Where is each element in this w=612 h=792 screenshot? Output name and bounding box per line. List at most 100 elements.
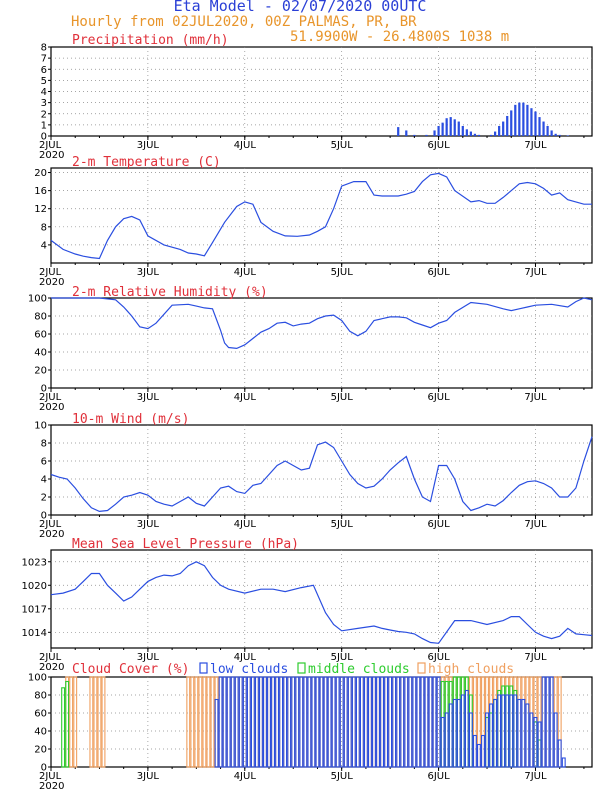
low-cloud-bar [299, 676, 304, 768]
precip-bar [461, 125, 464, 136]
legend-label: middle clouds [308, 662, 410, 677]
series-line [50, 172, 592, 260]
series-line [50, 436, 593, 513]
low-cloud-bar [561, 757, 566, 768]
low-cloud-bar [485, 712, 489, 768]
panel-title: 2-m Relative Humidity (%) [72, 285, 268, 300]
x-tick-label: 5JUL [331, 267, 354, 278]
x-tick-label: 3JUL [137, 267, 160, 278]
panel-2: 0 20 40 60 80 100 2JUL 3JUL 4JUL 5JUL 6JUL 7JUL 2020… [28, 285, 593, 413]
precip-bar [534, 111, 537, 136]
low-cloud-bar [230, 676, 235, 768]
low-cloud-bar [287, 676, 292, 768]
low-cloud-bar [295, 676, 300, 768]
low-cloud-bar [549, 676, 554, 768]
y-tick-label: 6 [41, 65, 47, 76]
low-cloud-bar [497, 694, 502, 768]
low-cloud-bar [460, 694, 465, 768]
y-tick-label: 80 [34, 691, 47, 702]
low-cloud-bar [432, 676, 437, 768]
legend-swatch [199, 662, 208, 674]
precip-bar [433, 130, 436, 136]
legend-label: low clouds [210, 662, 288, 677]
x-tick-label: 7JUL [524, 267, 547, 278]
precip-bar [502, 121, 505, 136]
precip-bar [453, 119, 456, 136]
x-tick-label: 3JUL [137, 140, 160, 151]
x-tick-label: 7JUL [524, 519, 547, 530]
y-tick-label: 20 [34, 168, 47, 179]
y-tick-label: 60 [34, 330, 47, 341]
high-cloud-bar [69, 676, 74, 768]
precip-bar [425, 134, 428, 136]
legend-label: high clouds [428, 662, 514, 677]
x-tick-label: 4JUL [234, 519, 257, 530]
low-cloud-bar [376, 676, 380, 768]
y-tick-label: 7 [41, 54, 47, 65]
low-cloud-bar [489, 703, 494, 768]
x-year-label: 2020 [39, 781, 64, 792]
low-cloud-bar [420, 676, 425, 768]
x-tick-label: 3JUL [137, 771, 160, 782]
x-tick-label: 4JUL [234, 771, 257, 782]
low-cloud-bar [509, 694, 514, 768]
low-cloud-bar [242, 676, 247, 768]
y-tick-label: 2 [41, 109, 47, 120]
low-cloud-bar [557, 739, 562, 768]
low-cloud-bar [440, 716, 445, 768]
x-tick-label: 2JUL [39, 140, 62, 151]
low-cloud-bar [428, 676, 433, 768]
high-cloud-bar [202, 676, 207, 768]
low-cloud-bar [537, 721, 542, 768]
panel-title: Mean Sea Level Pressure (hPa) [72, 537, 299, 552]
high-cloud-bar [198, 676, 203, 768]
low-cloud-bar [234, 676, 239, 768]
y-tick-label: 0 [41, 132, 47, 143]
x-tick-label: 6JUL [427, 771, 450, 782]
low-cloud-bar [218, 676, 223, 768]
middle-cloud-bar [65, 680, 70, 768]
y-tick-label: 4 [41, 240, 47, 251]
low-cloud-bar [412, 676, 417, 768]
precip-bar [445, 118, 448, 136]
low-cloud-bar [311, 676, 316, 768]
x-tick-label: 5JUL [331, 519, 354, 530]
y-tick-label: 8 [41, 222, 47, 233]
precip-bar [473, 133, 477, 136]
precip-bar [522, 102, 525, 136]
low-cloud-bar [384, 676, 389, 768]
precip-bar [514, 104, 517, 136]
x-year-label: 2020 [39, 402, 64, 413]
low-cloud-bar [359, 676, 364, 768]
y-tick-label: 100 [28, 294, 47, 305]
panel-frame [50, 167, 593, 264]
low-cloud-bar [372, 676, 376, 768]
low-cloud-bar [424, 676, 429, 768]
low-cloud-bar [493, 698, 498, 768]
panel-title: 2-m Temperature (C) [72, 155, 221, 170]
low-cloud-bar [456, 698, 461, 768]
y-tick-label: 1017 [22, 604, 47, 615]
low-cloud-bar [214, 698, 219, 768]
y-tick-label: 0 [41, 511, 47, 522]
high-cloud-bar [97, 676, 102, 768]
x-tick-label: 5JUL [331, 392, 354, 403]
y-tick-label: 40 [34, 727, 47, 738]
precip-bar [546, 125, 549, 136]
precip-bar [457, 121, 460, 136]
high-cloud-bar [206, 676, 211, 768]
y-tick-label: 8 [41, 439, 47, 450]
panel-title: Cloud Cover (%) [72, 662, 189, 677]
low-cloud-bar [279, 676, 284, 768]
precip-bar [538, 117, 541, 136]
x-year-label: 2020 [39, 662, 64, 673]
precip-bar [530, 108, 533, 136]
meteogram-location: 51.9900W - 26.4800S 1038 m [290, 29, 509, 45]
y-tick-label: 1020 [22, 581, 47, 592]
precip-bar [441, 122, 444, 136]
low-cloud-bar [404, 676, 409, 768]
precip-bar [489, 134, 493, 136]
low-cloud-bar [553, 712, 558, 768]
y-tick-label: 20 [34, 745, 47, 756]
